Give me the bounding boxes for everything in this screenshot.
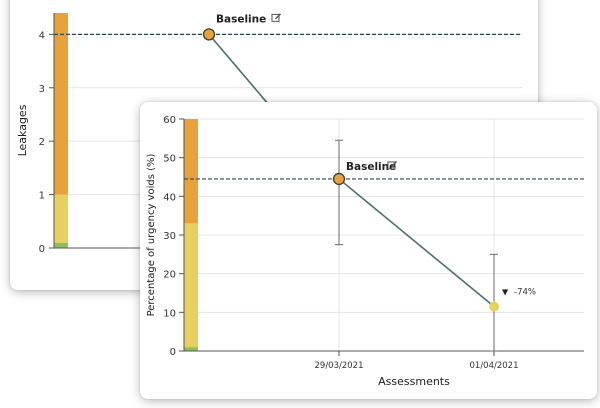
baseline-label: Baseline: [216, 13, 266, 25]
y-axis-label: Percentage of urgency voids (%): [146, 153, 157, 316]
y-tick-label: 60: [163, 115, 176, 126]
y-axis-label: Leakages: [16, 104, 29, 156]
severity-band: [184, 347, 198, 351]
y-tick-label: 0: [39, 244, 45, 255]
change-annotation: -74%: [514, 288, 536, 298]
y-tick-label: 30: [163, 231, 176, 242]
y-tick-label: 50: [163, 154, 176, 165]
edit-icon[interactable]: [271, 13, 281, 22]
series-line: [208, 33, 269, 105]
data-point[interactable]: [332, 172, 346, 186]
data-point[interactable]: [202, 28, 216, 41]
x-axis-label: Assessments: [378, 375, 450, 388]
urgency-voids-chart: 0 10 20 30 40 50 60 29/03/2021 01/04/2021 Assessm…: [146, 115, 584, 388]
edit-icon[interactable]: [387, 160, 397, 170]
severity-band: [184, 119, 198, 224]
y-tick-label: 20: [163, 270, 176, 281]
y-tick-label: 3: [39, 84, 45, 95]
leakages-chart: 0 1 2 3 4 Leakages Baseline: [16, 13, 522, 255]
series-line: [338, 178, 495, 308]
y-tick-label: 2: [39, 137, 45, 148]
severity-band: [54, 13, 68, 195]
severity-band: [184, 223, 198, 348]
y-tick-label: 10: [163, 308, 176, 319]
severity-band: [54, 242, 68, 248]
x-tick-label: 29/03/2021: [315, 361, 364, 371]
urgency-voids-chart-card: 0 10 20 30 40 50 60 29/03/2021 01/04/2021 Assessm…: [140, 102, 597, 399]
data-point[interactable]: [489, 301, 499, 312]
change-arrow-icon: ▼: [502, 288, 509, 297]
y-tick-label: 4: [39, 30, 45, 41]
y-tick-label: 1: [39, 191, 45, 202]
severity-band: [54, 194, 68, 243]
y-tick-label: 0: [170, 347, 176, 358]
x-tick-label: 01/04/2021: [470, 361, 519, 371]
y-tick-label: 40: [163, 192, 176, 203]
baseline-label: Baseline: [346, 161, 396, 173]
